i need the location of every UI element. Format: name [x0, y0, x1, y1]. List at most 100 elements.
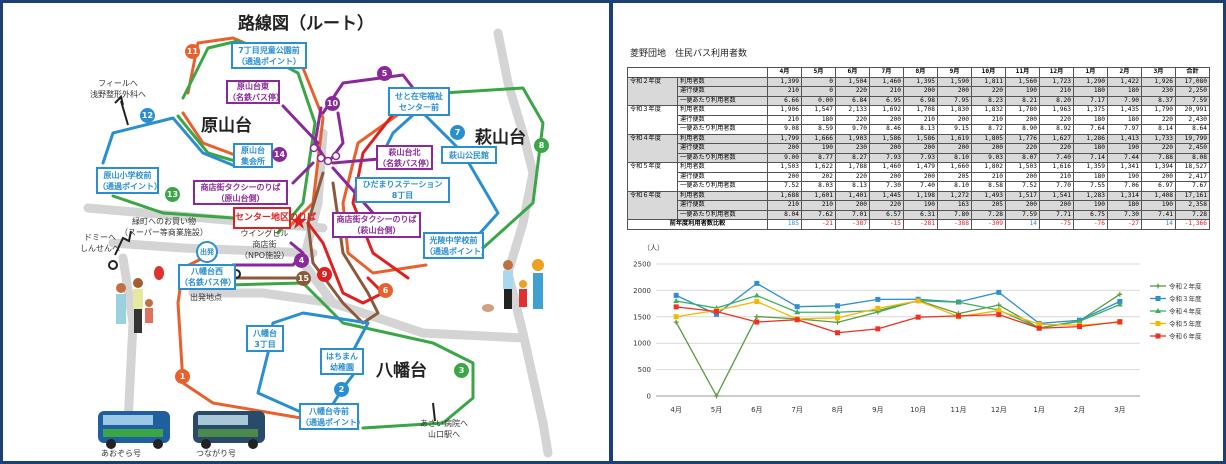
table-cell: 9.08 — [767, 124, 802, 135]
stop-label[interactable]: 萩山台北 （名鉄バス停） — [376, 145, 434, 170]
table-cell: 200 — [903, 86, 938, 97]
table-cell: 190 — [1005, 86, 1040, 97]
data-point — [714, 308, 719, 314]
stop-label[interactable]: 原山台東 （名鉄バス停） — [226, 80, 284, 104]
series-line — [675, 293, 1121, 398]
table-cell: 6.95 — [869, 95, 904, 106]
table-cell: 220 — [1039, 114, 1074, 125]
label-line: 8丁目 — [391, 191, 414, 200]
data-point — [996, 302, 1002, 308]
metric-label: 運行便数 — [677, 114, 768, 125]
stop-label[interactable]: センター地区のりば — [233, 207, 316, 229]
table-cell: 7.62 — [801, 209, 836, 220]
table-cell: 20,991 — [1175, 105, 1210, 116]
label-line: 商店街タクシーのりば — [336, 215, 417, 224]
table-cell: 7.28 — [1175, 209, 1210, 220]
label-line: ドミーへ — [84, 233, 116, 242]
table-cell: 17,080 — [1175, 76, 1210, 87]
data-point — [1117, 291, 1123, 297]
stop-label[interactable]: はちまん 幼稚園 — [320, 348, 364, 375]
table-cell: 8.13 — [835, 181, 870, 192]
stop-label[interactable]: 原山台 集会所 — [233, 143, 273, 168]
table-cell: 6.75 — [1073, 209, 1108, 220]
table-cell: 7.28 — [971, 209, 1006, 220]
compare-cell: -76 — [1073, 219, 1108, 230]
series-line — [676, 294, 1121, 329]
x-tick-label: 6月 — [751, 406, 762, 414]
table-cell: 7.88 — [1141, 152, 1176, 163]
stop-label[interactable]: 商店街タクシーのりば （萩山台側） — [332, 212, 421, 238]
label-line: ウイングビル — [240, 229, 289, 238]
table-cell: 180 — [1107, 86, 1142, 97]
table-cell: 200 — [1039, 200, 1074, 211]
stop-label[interactable]: 八幡台寺前 （通過ポイント） — [299, 403, 365, 430]
data-point — [1077, 324, 1082, 330]
stop-label[interactable]: せと在宅福祉 センター前 — [388, 87, 450, 116]
table-cell: 210 — [767, 200, 802, 211]
metric-label: 利用者数 — [677, 162, 768, 173]
label-line: 幼稚園 — [330, 362, 354, 372]
table-cell: 6.98 — [903, 95, 938, 106]
table-cell: 220 — [835, 86, 870, 97]
table-cell: 190 — [1107, 171, 1142, 182]
column-header: 8月 — [903, 67, 938, 78]
route-map: 路線図（ルート） 7丁目児童公園前 （通過ポイント） 原山台東 （名鉄バス停） 原山台集… — [3, 3, 609, 461]
table-cell: 2,358 — [1175, 200, 1210, 211]
table-row: 一便あたり利用者数 6.66 0.00 6.84 6.95 6.98 7.95 8.23 8.2… — [628, 95, 1210, 106]
data-point — [754, 299, 760, 305]
table-cell: 202 — [801, 171, 836, 182]
table-cell: 1,272 — [937, 190, 972, 201]
table-cell: 8.27 — [835, 152, 870, 163]
year-label: 令和６年度 — [627, 190, 678, 220]
start-badge: 出発 — [196, 241, 218, 263]
table-row: 一便あたり利用者数 7.52 8.03 8.13 7.30 7.40 8.10 8.58 7.5… — [628, 181, 1210, 192]
table-cell: 210 — [971, 171, 1006, 182]
series-line — [676, 300, 1120, 326]
x-tick-label: 7月 — [791, 406, 802, 414]
table-cell: 200 — [937, 143, 972, 154]
table-cell: 1,503 — [1005, 162, 1040, 173]
table-cell: 180 — [1073, 86, 1108, 97]
table-cell: 210 — [1039, 171, 1074, 182]
table-cell: 1,688 — [767, 190, 802, 201]
table-cell: 7.59 — [1005, 209, 1040, 220]
stop-label[interactable]: 八幡台 3丁目 — [246, 325, 284, 352]
column-header: 5月 — [801, 67, 836, 78]
table-row: 運行便数 210 210 200 220 190 163 205 200 200 190 180 190… — [628, 200, 1210, 211]
data-point — [1117, 319, 1123, 325]
table-row: 一便あたり利用者数 9.00 8.77 8.27 7.93 7.93 8.10 9.03 8.0… — [628, 152, 1210, 163]
table-cell: 7.67 — [1175, 181, 1210, 192]
table-cell: 220 — [1005, 143, 1040, 154]
center-stop-markers — [309, 143, 341, 166]
stop-label[interactable]: ひだまりステーション 8丁目 — [355, 177, 450, 203]
route-number-badge: 1 — [175, 369, 190, 384]
stop-label[interactable]: 7丁目児童公園前 （通過ポイント） — [231, 42, 307, 69]
label-line: （名鉄バス停） — [180, 278, 236, 287]
year-label: 令和２年度 — [627, 76, 678, 106]
table-cell: 9.70 — [835, 124, 870, 135]
stop-label[interactable]: 光陵中学校前 （通過ポイント） — [423, 232, 489, 259]
legend-label: 令和６年度 — [1169, 332, 1202, 341]
x-tick-label: 5月 — [711, 406, 722, 414]
star-icon — [291, 213, 307, 229]
header-blank — [627, 67, 768, 78]
compare-cell: -281 — [903, 219, 938, 230]
data-point — [875, 305, 881, 311]
table-cell: 1,503 — [767, 162, 802, 173]
label-line: （スーパー等商業施設） — [120, 228, 208, 237]
table-cell: 8.20 — [1039, 95, 1074, 106]
table-cell: 1,805 — [971, 133, 1006, 144]
label-line: 3丁目 — [254, 339, 276, 349]
data-point — [1116, 301, 1123, 307]
stop-label[interactable]: 萩山公民館 — [441, 146, 497, 164]
stop-label[interactable]: 八幡台西 （名鉄バス停） — [178, 264, 236, 290]
stop-label[interactable]: 商店街タクシーのりば （原山台側） — [193, 180, 288, 205]
stop-label[interactable]: 原山小学校前 （通過ポイント） — [96, 167, 162, 194]
metric-label: 運行便数 — [677, 200, 768, 211]
route-number-badge: 8 — [534, 138, 549, 153]
data-point — [1076, 318, 1083, 324]
table-cell: 8.46 — [869, 124, 904, 135]
route-number-badge: 6 — [378, 283, 393, 298]
series-line — [676, 306, 1120, 334]
table-cell: 8.58 — [971, 181, 1006, 192]
